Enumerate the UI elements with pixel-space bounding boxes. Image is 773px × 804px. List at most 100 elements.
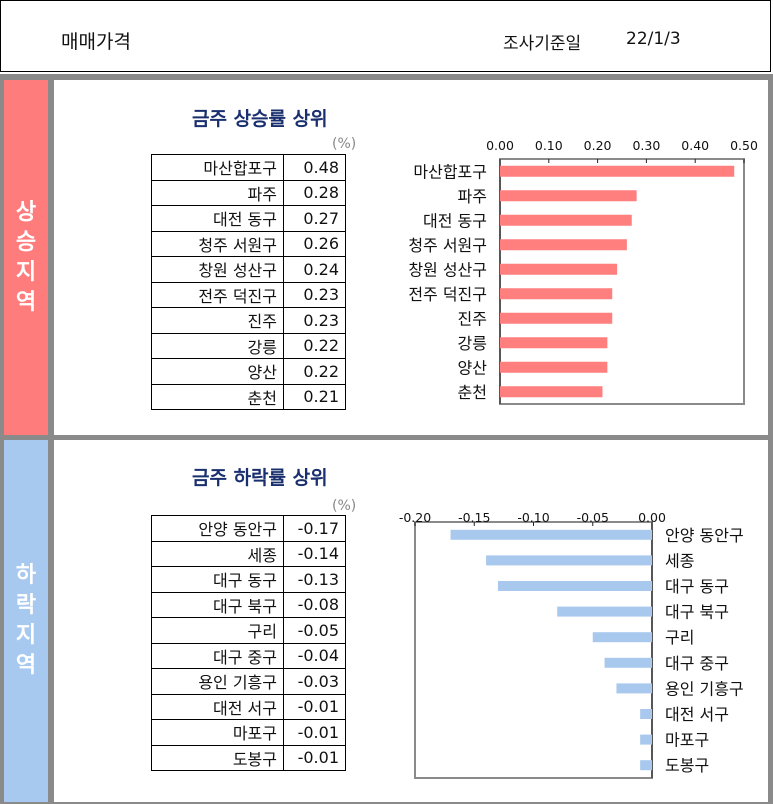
x-tick-label: -0.20 — [399, 510, 431, 525]
bar — [500, 214, 632, 226]
bar — [500, 165, 735, 177]
rise-side-text: 상승지역 — [15, 199, 37, 315]
rate-value-cell: 0.23 — [283, 307, 346, 334]
rate-value-cell: 0.23 — [283, 281, 346, 308]
fall-title: 금주 하락률 상위 — [192, 467, 328, 489]
region-name-cell: 창원 성산구 — [151, 256, 284, 283]
category-label: 대구 북구 — [665, 603, 729, 622]
x-tick-label: 0.50 — [730, 138, 758, 153]
region-name-cell: 전주 덕진구 — [151, 281, 284, 308]
rate-value-cell: 0.26 — [283, 230, 346, 257]
table-row: 파주 0.28 — [151, 179, 346, 206]
x-tick-label: -0.05 — [577, 510, 609, 525]
bar — [486, 555, 652, 566]
bar — [557, 606, 652, 617]
category-label: 청주 서원구 — [408, 236, 487, 255]
region-name-cell: 용인 기흥구 — [151, 668, 284, 695]
rate-value-cell: -0.01 — [283, 744, 346, 771]
region-name-cell: 대구 동구 — [151, 566, 284, 593]
category-label: 춘천 — [458, 383, 487, 402]
region-name-cell: 춘천 — [151, 383, 284, 410]
category-label: 대전 서구 — [665, 705, 729, 724]
bar — [640, 760, 652, 771]
table-row: 안양 동안구 -0.17 — [151, 515, 346, 542]
bar — [497, 581, 652, 591]
table-row: 대구 동구 -0.13 — [151, 566, 346, 593]
fall-side-text: 하락지역 — [15, 563, 37, 678]
region-name-cell: 마산합포구 — [151, 154, 284, 181]
page-title: 매매가격 — [61, 31, 131, 53]
bar — [640, 709, 652, 719]
region-name-cell: 도봉구 — [151, 744, 284, 771]
category-label: 대전 동구 — [423, 211, 487, 230]
region-name-cell: 대전 동구 — [151, 205, 284, 232]
table-row: 구리 -0.05 — [151, 617, 346, 644]
category-label: 도봉구 — [665, 756, 709, 775]
bar — [500, 288, 613, 300]
bar — [592, 632, 652, 643]
table-row: 강릉 0.22 — [151, 332, 346, 359]
rise-side-label: 상승지역 — [4, 80, 48, 435]
x-tick-label: -0.15 — [458, 510, 490, 525]
rate-value-cell: 0.48 — [283, 154, 346, 181]
bar — [500, 386, 603, 398]
survey-date-label: 조사기준일 — [503, 34, 582, 54]
category-label: 용인 기흥구 — [665, 679, 744, 698]
fall-unit: (%) — [332, 498, 357, 514]
fall-table: 안양 동안구 -0.17 세종 -0.14 대구 동구 -0.13 대구 북구 -0.08 구리… — [151, 515, 346, 771]
table-row: 진주 0.23 — [151, 307, 346, 334]
bar — [640, 734, 652, 745]
table-row: 마포구 -0.01 — [151, 719, 346, 746]
rate-value-cell: -0.08 — [283, 591, 346, 618]
rate-value-cell: 0.22 — [283, 358, 346, 385]
fall-side-label: 하락지역 — [4, 440, 48, 802]
category-label: 진주 — [458, 309, 487, 328]
table-row: 대전 동구 0.27 — [151, 205, 346, 232]
table-row: 대구 북구 -0.08 — [151, 591, 346, 618]
table-row: 창원 성산구 0.24 — [151, 256, 346, 283]
category-label: 대구 중구 — [665, 654, 729, 673]
category-label: 구리 — [665, 628, 694, 647]
table-row: 도봉구 -0.01 — [151, 744, 346, 771]
table-row: 춘천 0.21 — [151, 383, 346, 410]
x-tick-label: 0.20 — [584, 138, 612, 153]
x-tick-label: -0.10 — [517, 510, 549, 525]
rise-panel: 금주 상승률 상위 (%) 마산합포구 0.48 파주 0.28 대전 동구 0.27 청주… — [54, 80, 768, 435]
category-label: 양산 — [458, 358, 488, 377]
table-row: 전주 덕진구 0.23 — [151, 281, 346, 308]
x-tick-label: 0.30 — [632, 138, 660, 153]
bar — [450, 529, 652, 540]
category-label: 파주 — [458, 187, 487, 206]
rate-value-cell: -0.17 — [283, 515, 346, 542]
category-label: 대구 동구 — [665, 577, 729, 596]
table-row: 청주 서원구 0.26 — [151, 230, 346, 257]
region-name-cell: 강릉 — [151, 332, 284, 359]
table-row: 마산합포구 0.48 — [151, 154, 346, 181]
header-bar: 매매가격 조사기준일 22/1/3 — [0, 0, 771, 72]
category-label: 창원 성산구 — [408, 260, 487, 279]
rate-value-cell: -0.01 — [283, 693, 346, 720]
rate-value-cell: -0.13 — [283, 566, 346, 593]
region-name-cell: 청주 서원구 — [151, 230, 284, 257]
bar — [500, 190, 637, 202]
x-tick-label: 0.40 — [681, 138, 709, 153]
rise-unit: (%) — [332, 136, 357, 152]
table-row: 세종 -0.14 — [151, 540, 346, 567]
rate-value-cell: -0.05 — [283, 617, 346, 644]
region-name-cell: 대전 서구 — [151, 693, 284, 720]
region-name-cell: 파주 — [151, 179, 284, 206]
region-name-cell: 마포구 — [151, 719, 284, 746]
bar — [616, 683, 652, 694]
x-tick-label: 0.00 — [638, 510, 666, 525]
bar — [500, 337, 608, 349]
category-label: 세종 — [665, 551, 694, 570]
survey-date-value: 22/1/3 — [626, 29, 681, 49]
table-row: 대전 서구 -0.01 — [151, 693, 346, 720]
rate-value-cell: 0.28 — [283, 179, 346, 206]
category-label: 마포구 — [665, 731, 709, 750]
x-tick-label: 0.10 — [535, 138, 563, 153]
category-label: 전주 덕진구 — [408, 285, 487, 304]
rate-value-cell: 0.21 — [283, 383, 346, 410]
